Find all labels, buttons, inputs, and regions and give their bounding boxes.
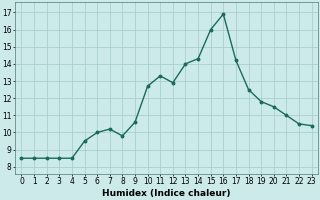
- X-axis label: Humidex (Indice chaleur): Humidex (Indice chaleur): [102, 189, 231, 198]
